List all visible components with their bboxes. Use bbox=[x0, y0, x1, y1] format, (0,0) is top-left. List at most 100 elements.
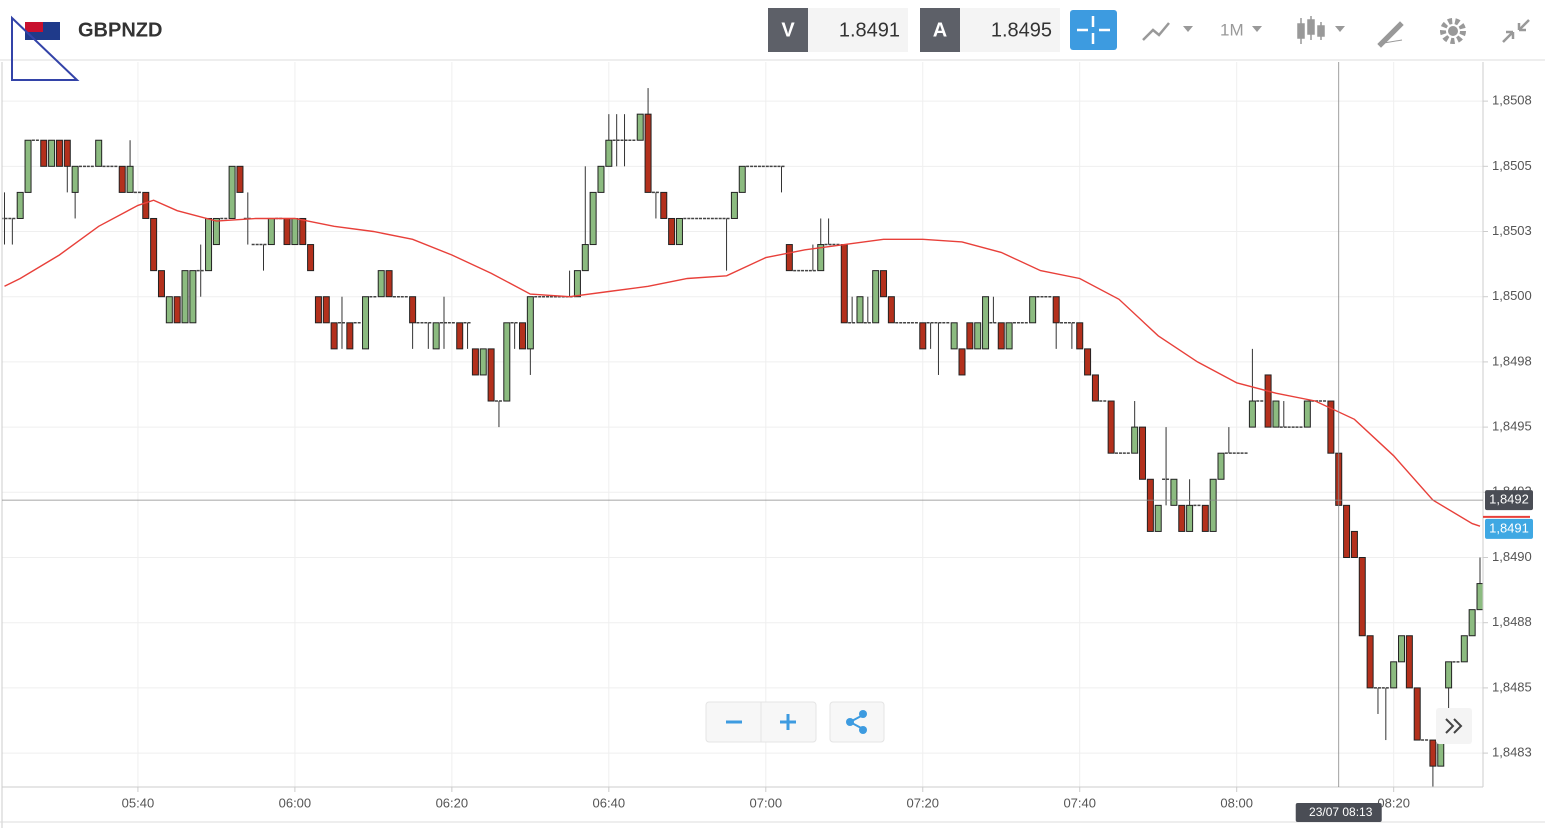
crosshair-time-label: 23/07 08:13 bbox=[1309, 805, 1373, 819]
candle-down bbox=[644, 113, 652, 193]
candle-down bbox=[1358, 557, 1366, 637]
candle-up bbox=[95, 139, 103, 167]
candle-up bbox=[71, 165, 79, 193]
candle-up bbox=[1468, 609, 1476, 637]
candle-down bbox=[236, 165, 244, 193]
candle-up bbox=[479, 348, 487, 376]
dropdown bbox=[1183, 26, 1193, 32]
scroll-icon bbox=[1445, 718, 1463, 734]
candle-down bbox=[118, 165, 126, 193]
candle-up bbox=[1005, 322, 1013, 350]
candle-up bbox=[1170, 478, 1178, 506]
zoom-controls bbox=[705, 701, 1472, 744]
collapse-icon[interactable] bbox=[1502, 19, 1530, 43]
candle-down bbox=[1264, 374, 1272, 428]
candle-up bbox=[950, 322, 958, 350]
candle-down bbox=[660, 191, 668, 219]
candle-down bbox=[997, 322, 1005, 350]
settings-hub bbox=[1448, 26, 1458, 36]
crosshair-price-box bbox=[1485, 490, 1533, 511]
candle-up bbox=[581, 244, 589, 272]
candle-up bbox=[589, 191, 597, 246]
candle-down bbox=[1327, 400, 1335, 454]
y-tick-label: 1,8490 bbox=[1492, 549, 1532, 564]
dropdown bbox=[1252, 26, 1262, 32]
symbol: GBPNZD bbox=[78, 19, 162, 41]
candle-up bbox=[1217, 452, 1225, 480]
ask-label: A bbox=[933, 19, 947, 41]
candle-up bbox=[872, 270, 880, 324]
candle-up bbox=[432, 322, 440, 350]
bid-label: V bbox=[781, 19, 795, 41]
candle-up bbox=[1445, 661, 1453, 689]
candle-up bbox=[982, 296, 990, 350]
candle-up bbox=[1272, 400, 1280, 428]
drawing-triangle bbox=[11, 15, 80, 81]
candle-down bbox=[1076, 322, 1084, 350]
x-tick-label: 07:20 bbox=[906, 795, 939, 810]
header: GBPNZD V 1.8491 A 1.8495 1M bbox=[0, 0, 1545, 81]
draw-icon[interactable] bbox=[1377, 21, 1404, 48]
candle-down bbox=[55, 139, 63, 167]
zoom-in[interactable] bbox=[780, 714, 796, 730]
candle-up bbox=[636, 113, 644, 141]
y-tick-label: 1,8485 bbox=[1492, 679, 1532, 694]
candle-down bbox=[471, 348, 479, 376]
settings-icon[interactable] bbox=[1440, 18, 1466, 44]
candle-down bbox=[385, 270, 393, 298]
x-tick-label: 06:00 bbox=[279, 795, 312, 810]
y-tick-label: 1,8508 bbox=[1492, 93, 1532, 108]
candle-down bbox=[919, 322, 927, 350]
candle-down bbox=[150, 217, 158, 272]
candle-up bbox=[974, 322, 982, 350]
candle-up bbox=[165, 296, 173, 324]
crosshair-price-label: 1,8492 bbox=[1489, 492, 1529, 507]
candle-down bbox=[322, 296, 330, 324]
share-button[interactable] bbox=[829, 701, 885, 743]
candle-down bbox=[958, 348, 966, 376]
y-tick-label: 1,8495 bbox=[1492, 419, 1532, 434]
candle-up bbox=[24, 139, 32, 193]
timeframe[interactable]: 1M bbox=[1220, 20, 1244, 39]
candle-up bbox=[1476, 583, 1483, 611]
moving-average bbox=[4, 199, 1481, 527]
overlays: 1,8491 1,8492 23/07 08:13 bbox=[2, 62, 1533, 822]
candle-down bbox=[299, 217, 307, 246]
bid-button[interactable] bbox=[768, 8, 808, 52]
crosshair-button[interactable] bbox=[1070, 10, 1117, 50]
candle-down bbox=[142, 191, 150, 219]
candle-up bbox=[126, 165, 134, 193]
candle-down bbox=[330, 322, 338, 350]
candle-down bbox=[157, 270, 165, 298]
candle-down bbox=[1350, 530, 1358, 559]
candle-up bbox=[228, 165, 236, 219]
candle-up bbox=[377, 270, 385, 298]
candle-up bbox=[1131, 426, 1139, 454]
candle-down bbox=[1091, 374, 1099, 402]
x-tick-label: 07:00 bbox=[750, 795, 783, 810]
candle-down bbox=[346, 322, 354, 350]
candle-down bbox=[40, 139, 48, 167]
chart-type-icon[interactable] bbox=[1142, 22, 1170, 41]
candle-up bbox=[503, 322, 511, 402]
x-tick-label: 05:40 bbox=[122, 795, 155, 810]
candle-up bbox=[189, 270, 197, 324]
indicators-icon[interactable] bbox=[1297, 16, 1325, 44]
candle-down bbox=[283, 217, 291, 246]
y-tick-label: 1,8488 bbox=[1492, 614, 1532, 629]
candle-up bbox=[1154, 504, 1162, 532]
candle-up bbox=[573, 270, 581, 298]
candle-down bbox=[1201, 504, 1209, 532]
candle-down bbox=[456, 322, 464, 350]
x-tick-label: 07:40 bbox=[1063, 795, 1096, 810]
plot bbox=[2, 88, 1483, 787]
ask-button[interactable] bbox=[920, 8, 960, 52]
candle-up bbox=[817, 244, 825, 272]
y-tick-label: 1,8505 bbox=[1492, 158, 1532, 173]
x-tick-label: 06:40 bbox=[593, 795, 626, 810]
x-tick-label: 08:00 bbox=[1220, 795, 1253, 810]
last-price-box bbox=[1485, 518, 1533, 539]
candle-down bbox=[668, 217, 676, 246]
